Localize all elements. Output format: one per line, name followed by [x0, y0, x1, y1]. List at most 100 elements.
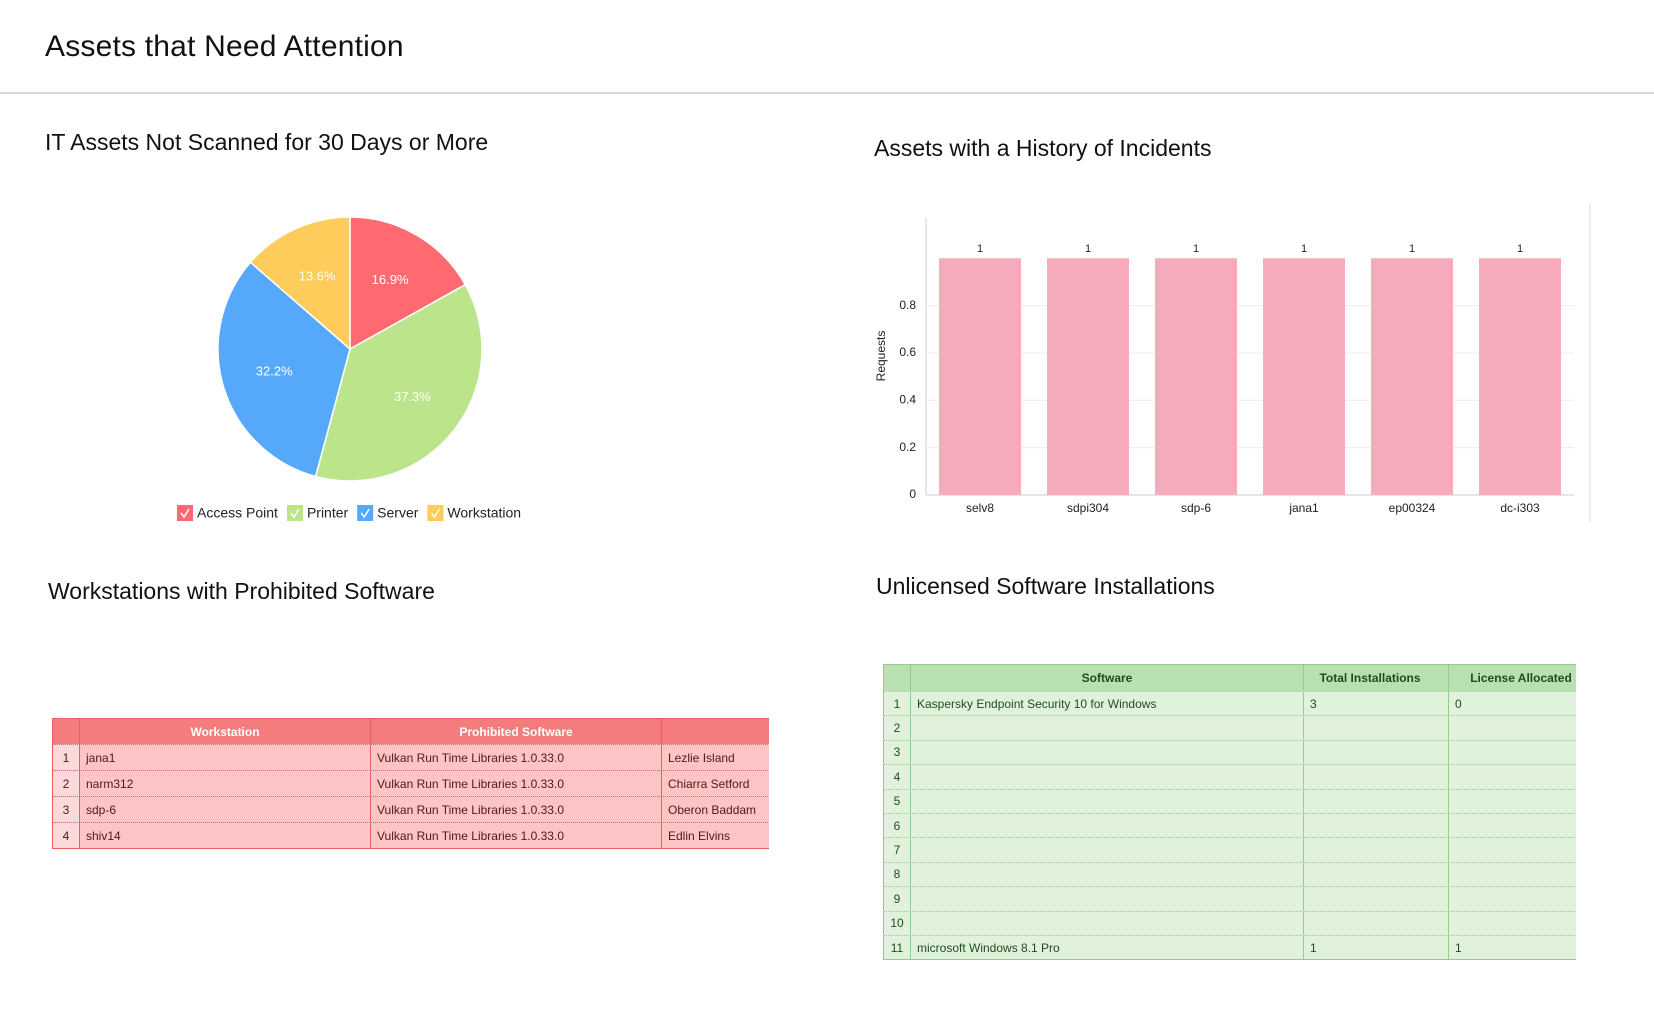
header-row: Software Total Installations License Alloc…	[883, 665, 1576, 691]
table: Software Total Installations License Alloc…	[883, 664, 1576, 961]
bar-value-label: 1	[1409, 243, 1415, 255]
section-title: IT Assets Not Scanned for 30 Days or Mor…	[45, 129, 489, 155]
legend-check	[360, 508, 370, 519]
table-cell	[1449, 863, 1576, 886]
table-cell: 3	[1304, 692, 1449, 716]
header-cell: Workstation	[80, 719, 371, 744]
legend-swatch	[427, 505, 444, 521]
table-cell	[1449, 765, 1576, 788]
legend-check	[180, 508, 190, 519]
row-number: 9	[893, 891, 901, 906]
cell-text: narm312	[86, 776, 134, 791]
row-number: 11	[890, 940, 904, 955]
table: Workstation Prohibited Software User 1 jana1…	[52, 718, 769, 849]
table-cell	[1304, 838, 1449, 862]
row-number: 4	[893, 769, 901, 784]
table-cell	[911, 911, 1304, 935]
cell-text: 1	[1310, 940, 1317, 955]
header-cell: Prohibited Software	[371, 719, 662, 744]
pie-slice	[349, 216, 467, 351]
row-number: 8	[893, 867, 901, 882]
table-cell: 1	[1304, 935, 1449, 960]
cell-text: Oberon Baddam	[668, 802, 757, 817]
table-cell: Vulkan Run Time Libraries 1.0.33.0	[371, 797, 662, 822]
table-cell: Chiarra Setford	[662, 771, 769, 796]
bar	[1155, 258, 1237, 495]
y-tick-label: 0.8	[899, 298, 916, 312]
table-cell	[1304, 716, 1449, 740]
header-cell	[52, 719, 80, 744]
x-tick-label: sdp-6	[1181, 501, 1211, 515]
table-cell	[911, 862, 1304, 887]
legend-label: Printer	[307, 505, 349, 521]
legend-check	[430, 508, 441, 519]
header-row: Workstation Prohibited Software User	[52, 719, 769, 744]
table-row: 4 shiv14 Vulkan Run Time Libraries 1.0.33.…	[52, 822, 769, 848]
table-cell: Edlin Elvins	[662, 823, 769, 848]
x-tick-label: selv8	[966, 501, 994, 515]
table-cell	[911, 716, 1304, 740]
bar	[1479, 258, 1561, 495]
table-cell: Oberon Baddam	[662, 797, 769, 822]
cell-text: jana1	[86, 750, 116, 765]
table-cell: narm312	[80, 771, 371, 796]
divider	[0, 92, 1654, 94]
pie-slice	[217, 261, 351, 478]
row-number: 1	[893, 696, 901, 711]
slice-label: 13.6%	[299, 268, 336, 283]
y-tick-label: 0.4	[899, 392, 916, 406]
page-title: Assets that Need Attention	[45, 30, 404, 63]
bar	[1047, 258, 1129, 495]
table-cell: 2	[883, 716, 911, 740]
y-tick-label: 0.2	[899, 440, 916, 454]
cell-text: Edlin Elvins	[668, 828, 731, 843]
table-cell	[1449, 716, 1576, 739]
table-cell	[911, 740, 1304, 765]
header-cell: License Allocated	[1449, 665, 1576, 691]
table-cell	[1449, 741, 1576, 764]
slice-label: 16.9%	[372, 272, 409, 287]
table-cell: 4	[52, 823, 80, 848]
section-title: Workstations with Prohibited Software	[48, 578, 435, 604]
table-cell: Vulkan Run Time Libraries 1.0.33.0	[371, 745, 662, 770]
pie-slice	[249, 216, 351, 351]
cell-text: Chiarra Setford	[668, 776, 750, 791]
table-cell	[911, 838, 1304, 862]
section-title: Assets with a History of Incidents	[874, 135, 1212, 161]
bar	[939, 258, 1021, 495]
table-cell	[1304, 887, 1449, 911]
header-cell	[883, 665, 911, 691]
table-cell: 11	[883, 935, 911, 960]
y-tick-label: 0.6	[899, 345, 916, 359]
table-cell	[911, 813, 1304, 838]
bar-value-label: 1	[977, 243, 983, 255]
section-title: Unlicensed Software Installations	[876, 573, 1215, 599]
legend-label: Access Point	[197, 505, 278, 521]
header-cell: User	[662, 719, 769, 744]
y-axis-label: Requests	[874, 331, 888, 382]
x-tick-label: ep00324	[1389, 501, 1436, 515]
row-number: 2	[62, 776, 70, 791]
table-row: 1 jana1 Vulkan Run Time Libraries 1.0.33.0…	[52, 744, 769, 770]
bar-value-label: 1	[1193, 243, 1199, 255]
table-cell: 10	[883, 911, 911, 935]
slice-label: 32.2%	[256, 363, 293, 378]
table-cell: Vulkan Run Time Libraries 1.0.33.0	[371, 823, 662, 848]
row-number: 4	[62, 828, 70, 843]
table-cell	[1304, 813, 1449, 838]
table-cell: 2	[52, 771, 80, 796]
cell-text: Kaspersky Endpoint Security 10 for Windo…	[917, 696, 1157, 711]
legend-swatch	[177, 505, 193, 521]
table-cell: 4	[883, 765, 911, 789]
legend-swatch	[357, 505, 374, 521]
x-tick-label: jana1	[1288, 501, 1319, 515]
table-cell: shiv14	[80, 823, 371, 848]
column-header: Software	[1081, 671, 1133, 685]
y-tick-label: 0	[909, 487, 916, 501]
table-cell	[911, 789, 1304, 813]
table-cell: 6	[883, 813, 911, 838]
table-row: 5	[883, 788, 1576, 813]
table-row: 4	[883, 764, 1576, 789]
cell-text: sdp-6	[86, 802, 117, 817]
